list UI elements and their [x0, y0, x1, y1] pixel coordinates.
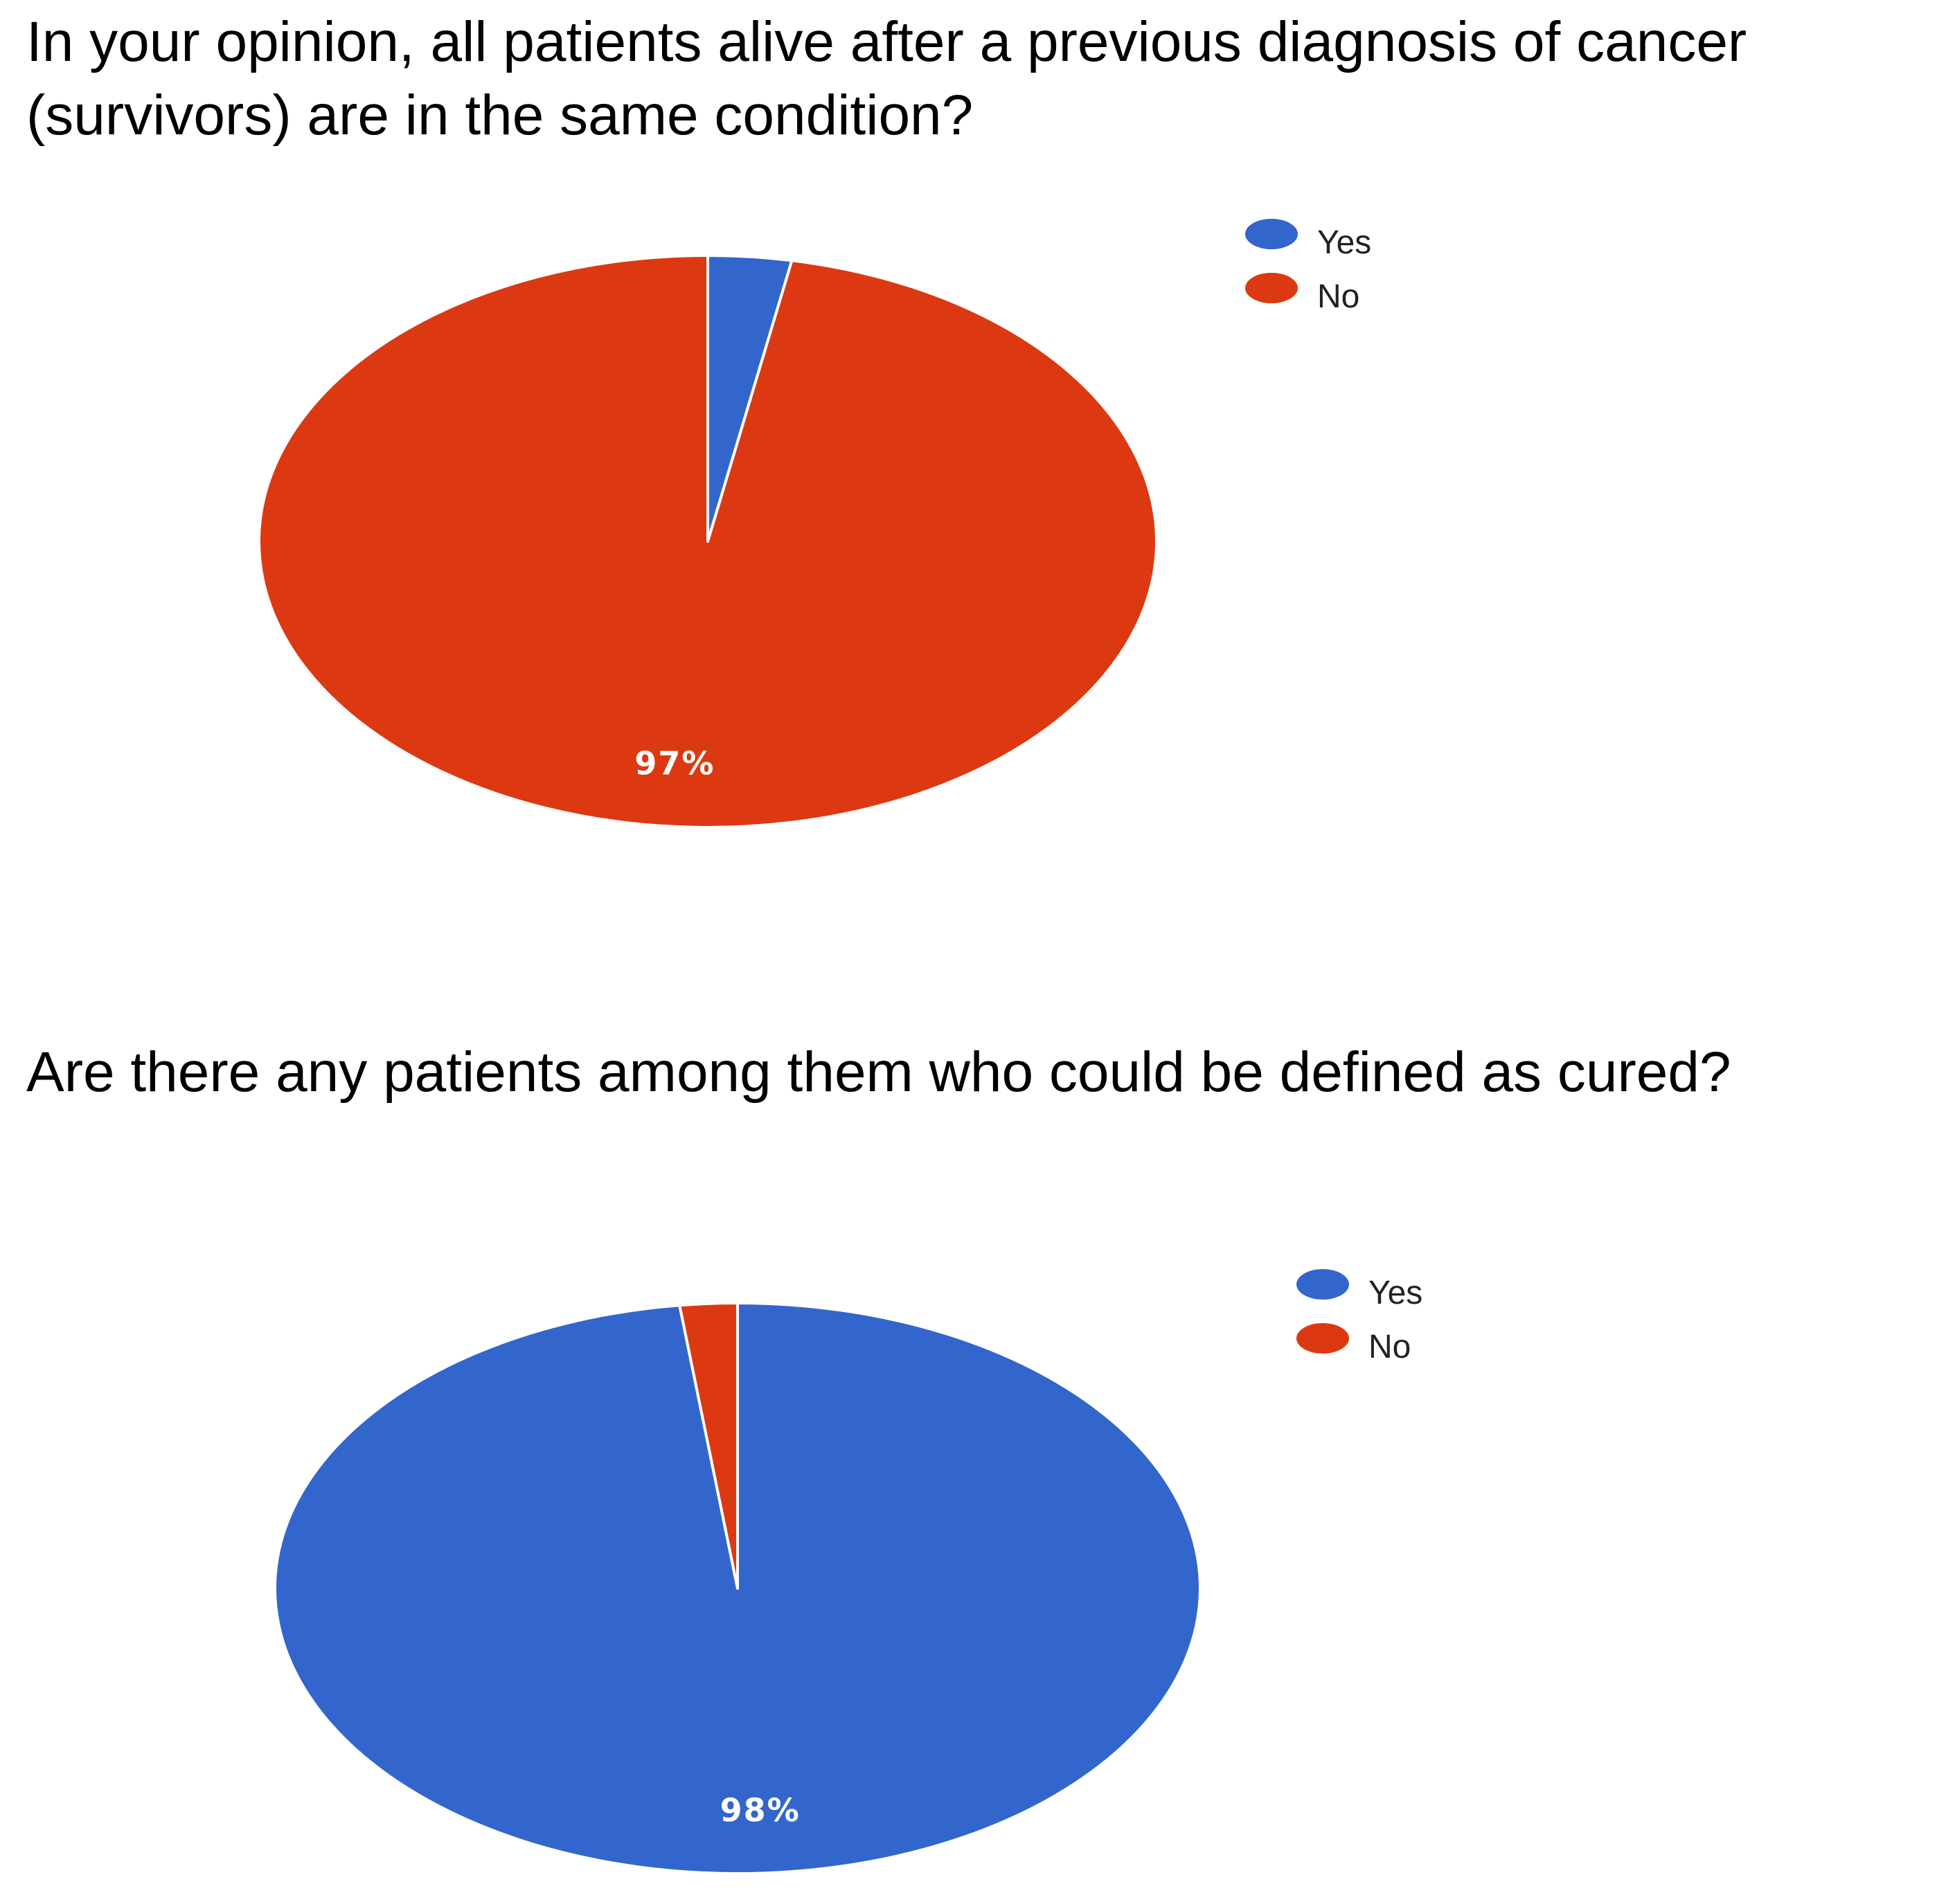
slice-data-label: 97% [634, 745, 715, 782]
chart1-title: In your opinion, all patients alive afte… [26, 10, 1747, 147]
slice-data-label: 98% [720, 1792, 801, 1829]
legend-label-no: No [1317, 278, 1359, 315]
legend-swatch-no [1296, 1323, 1349, 1354]
legend-swatch-yes [1296, 1269, 1349, 1300]
chart2-title: Are there any patients among them who co… [26, 1041, 1731, 1104]
pie-chart-1: 97% Yes No [258, 219, 1371, 829]
pie-slice-no [678, 1302, 739, 1590]
pie-slice-no [258, 254, 1158, 829]
legend-label-no: No [1368, 1329, 1411, 1365]
legend-label-yes: Yes [1317, 224, 1371, 261]
legend-swatch-no [1245, 273, 1298, 303]
legend-label-yes: Yes [1368, 1275, 1422, 1311]
legend-swatch-yes [1245, 219, 1298, 249]
